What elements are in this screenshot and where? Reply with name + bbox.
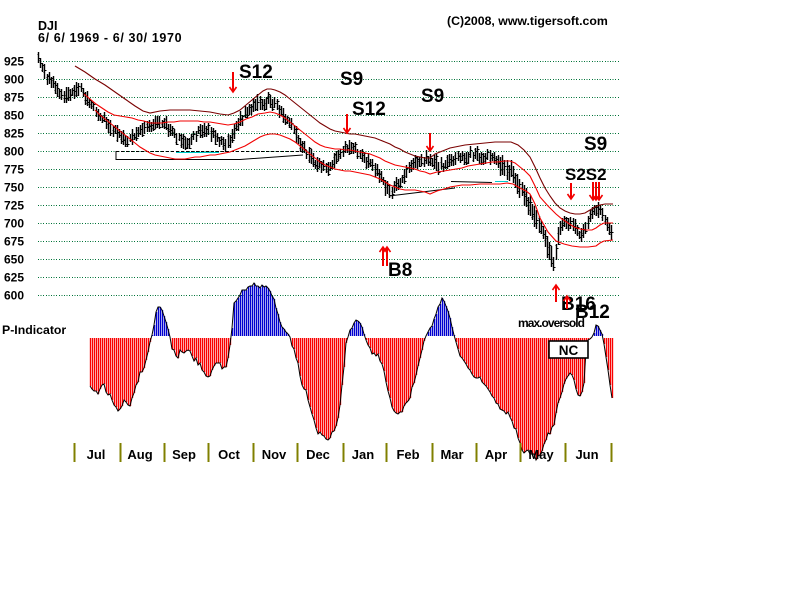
svg-text:800: 800 — [4, 145, 24, 159]
svg-text:700: 700 — [4, 217, 24, 231]
svg-text:S9: S9 — [421, 86, 444, 107]
svg-text:Aug: Aug — [127, 447, 152, 462]
svg-text:S2S2: S2S2 — [565, 165, 607, 184]
svg-text:S9: S9 — [340, 69, 363, 90]
svg-text:Apr: Apr — [485, 447, 507, 462]
svg-text:6/ 6/ 1969 - 6/ 30/ 1970: 6/ 6/ 1969 - 6/ 30/ 1970 — [38, 31, 182, 45]
svg-text:S9: S9 — [584, 134, 607, 155]
svg-text:Sep: Sep — [172, 447, 196, 462]
svg-text:825: 825 — [4, 127, 24, 141]
svg-text:Nov: Nov — [262, 447, 287, 462]
svg-text:Dec: Dec — [306, 447, 330, 462]
svg-text:S12: S12 — [352, 99, 386, 120]
svg-text:675: 675 — [4, 235, 24, 249]
svg-text:Oct: Oct — [218, 447, 240, 462]
svg-text:Mar: Mar — [440, 447, 463, 462]
svg-text:May: May — [528, 447, 554, 462]
svg-text:600: 600 — [4, 289, 24, 303]
svg-text:S12: S12 — [239, 62, 273, 83]
svg-text:Jul: Jul — [87, 447, 106, 462]
svg-text:875: 875 — [4, 91, 24, 105]
svg-text:DJI: DJI — [38, 19, 57, 33]
svg-text:725: 725 — [4, 199, 24, 213]
svg-text:B12: B12 — [575, 302, 610, 323]
svg-text:Jun: Jun — [575, 447, 598, 462]
svg-text:625: 625 — [4, 271, 24, 285]
svg-text:P-Indicator: P-Indicator — [2, 323, 66, 337]
svg-text:max.oversold: max.oversold — [518, 316, 585, 330]
svg-text:(C)2008, www.tigersoft.com: (C)2008, www.tigersoft.com — [447, 14, 608, 28]
svg-text:Feb: Feb — [396, 447, 419, 462]
svg-text:B8: B8 — [388, 260, 412, 281]
svg-text:900: 900 — [4, 73, 24, 87]
svg-text:NC: NC — [559, 343, 579, 358]
svg-text:925: 925 — [4, 55, 24, 69]
svg-text:650: 650 — [4, 253, 24, 267]
svg-text:775: 775 — [4, 163, 24, 177]
svg-text:Jan: Jan — [352, 447, 374, 462]
svg-text:750: 750 — [4, 181, 24, 195]
svg-text:850: 850 — [4, 109, 24, 123]
